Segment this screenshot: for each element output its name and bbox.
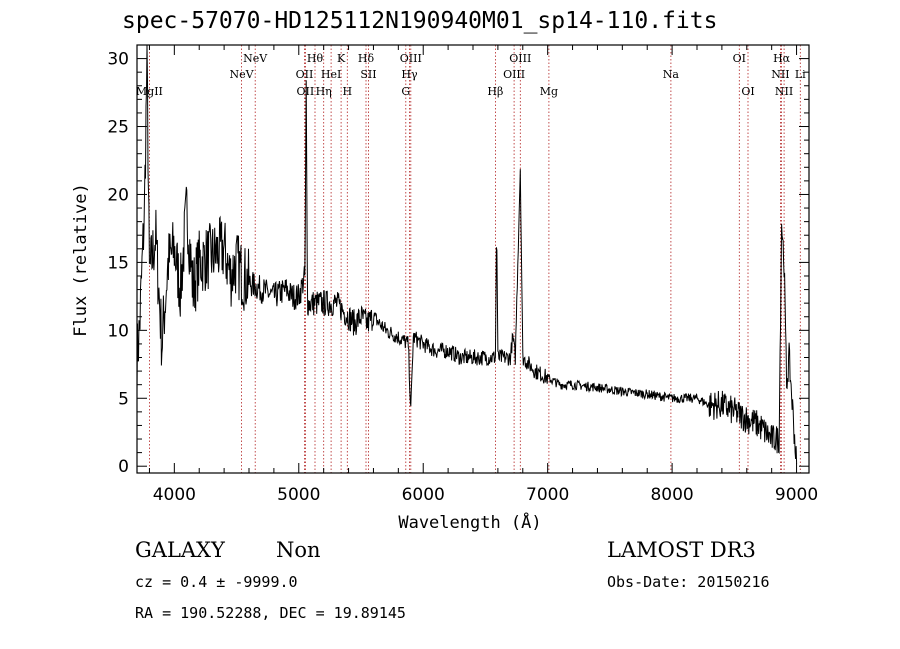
y-tick-label: 0 — [118, 457, 129, 477]
plot-frame — [136, 44, 810, 474]
chart-title: spec-57070-HD125112N190940M01_sp14-110.f… — [122, 8, 718, 34]
line-marker-group — [148, 45, 801, 473]
coordinates-line: RA = 190.52288, DEC = 19.89145 — [135, 604, 406, 622]
x-axis: 4000 5000 6000 7000 8000 9000 — [148, 45, 818, 505]
line-marker-label: Hγ — [401, 68, 418, 81]
line-marker-label: Hθ — [307, 52, 324, 65]
obs-date: Obs-Date: 20150216 — [607, 573, 770, 591]
line-marker-label: NeV — [229, 68, 254, 81]
line-marker-label: OIII — [503, 68, 525, 81]
line-marker-label: MgII — [136, 85, 163, 98]
line-marker-label: NII — [775, 85, 793, 98]
line-marker-label: OIII — [400, 52, 422, 65]
survey-name: LAMOST DR3 — [607, 538, 756, 562]
line-marker-label: H — [343, 85, 353, 98]
x-tick-label: 4000 — [153, 485, 196, 505]
y-axis-label: Flux (relative) — [71, 183, 91, 337]
y-tick-label: 25 — [107, 118, 129, 138]
y-tick-label: 5 — [118, 389, 129, 409]
line-marker-label: HeI — [321, 68, 341, 81]
line-marker-label: K — [337, 52, 346, 65]
x-tick-label: 5000 — [277, 485, 320, 505]
x-tick-label: 7000 — [526, 485, 569, 505]
line-marker-label: Hδ — [358, 52, 375, 65]
x-axis-label: Wavelength (Å) — [398, 511, 541, 533]
line-marker-label: Hη — [316, 85, 332, 98]
line-marker-label: Li — [795, 68, 806, 81]
y-axis: 0 5 10 15 20 25 30 — [107, 50, 809, 477]
line-marker-label: G — [401, 85, 410, 98]
line-marker-label: NeV — [243, 52, 268, 65]
y-tick-label: 30 — [107, 50, 129, 70]
line-marker-label: Hβ — [487, 85, 503, 98]
x-tick-label: 8000 — [650, 485, 693, 505]
x-tick-label: 6000 — [402, 485, 445, 505]
redshift-line: cz = 0.4 ± -9999.0 — [135, 573, 298, 591]
line-marker-label: Hα — [773, 52, 791, 65]
spectrum-line — [136, 44, 798, 464]
object-class: GALAXY — [135, 538, 225, 562]
line-marker-label: OI — [741, 85, 754, 98]
x-tick-label: 9000 — [775, 485, 818, 505]
object-subclass: Non — [276, 538, 321, 562]
line-marker-label: OII — [297, 85, 315, 98]
line-marker-label: Na — [663, 68, 680, 81]
line-marker-label: OII — [296, 68, 314, 81]
line-marker-label: Mg — [540, 85, 558, 98]
y-tick-label: 10 — [107, 321, 129, 341]
line-marker-label: OIII — [509, 52, 531, 65]
y-tick-label: 20 — [107, 185, 129, 205]
line-marker-label: NII — [771, 68, 789, 81]
line-marker-label: OI — [733, 52, 746, 65]
y-tick-label: 15 — [107, 253, 129, 273]
line-marker-label: SII — [360, 68, 376, 81]
